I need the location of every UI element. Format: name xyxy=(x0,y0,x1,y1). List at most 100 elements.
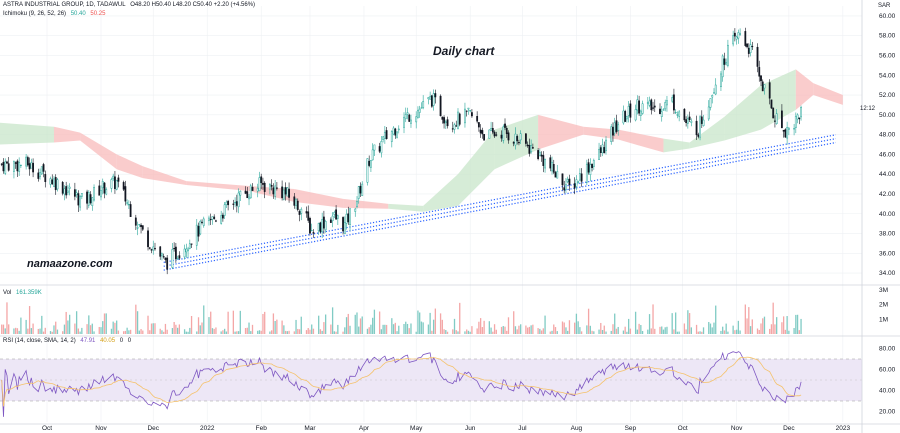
volume-bar xyxy=(727,331,729,334)
candle-body xyxy=(430,95,433,107)
volume-bar xyxy=(781,322,783,334)
volume-bar xyxy=(250,331,252,334)
volume-bar xyxy=(74,323,76,334)
time-tick-label: Oct xyxy=(678,425,688,432)
candle-body xyxy=(293,196,296,206)
volume-bar xyxy=(540,330,543,334)
volume-bar xyxy=(551,330,553,334)
candle-body xyxy=(30,162,33,169)
candle-body xyxy=(768,82,771,99)
volume-bar xyxy=(44,327,46,334)
volume-bar xyxy=(175,324,177,334)
volume-bar xyxy=(55,321,57,334)
price-tick-label: 40.00 xyxy=(879,211,896,218)
candle-body xyxy=(199,220,202,235)
candle-body xyxy=(488,129,491,139)
volume-bar xyxy=(751,319,753,334)
candle-body xyxy=(760,75,762,82)
candle-body xyxy=(166,257,169,270)
volume-bar xyxy=(598,329,600,334)
candle-body xyxy=(711,95,714,98)
candle-body xyxy=(244,190,247,194)
volume-bar xyxy=(223,328,226,334)
volume-bar xyxy=(149,330,151,334)
candle-body xyxy=(629,103,632,118)
candle-body xyxy=(134,217,137,226)
candle-body xyxy=(446,119,449,127)
volume-bar xyxy=(211,328,214,334)
price-tick-label: 48.00 xyxy=(879,132,896,139)
volume-bar xyxy=(56,329,59,334)
volume-bar xyxy=(488,321,490,334)
candle-body xyxy=(603,147,606,154)
candle-body xyxy=(800,106,802,118)
volume-bar xyxy=(260,330,262,334)
candle-body xyxy=(662,109,665,111)
candle-body xyxy=(347,213,350,223)
candle-body xyxy=(469,110,472,112)
time-tick-label: Dec xyxy=(783,425,795,432)
volume-bar xyxy=(330,324,332,334)
candle-body xyxy=(580,173,583,182)
candle-body xyxy=(763,84,766,89)
volume-bar xyxy=(81,327,83,334)
volume-bar xyxy=(1,324,3,334)
candle-body xyxy=(126,202,129,204)
candle-body xyxy=(403,116,405,128)
volume-bar xyxy=(372,317,374,334)
volume-bar xyxy=(661,326,663,334)
candle-body xyxy=(305,211,308,214)
candle-body xyxy=(14,162,17,164)
candle-body xyxy=(4,161,7,174)
candle-body xyxy=(721,55,724,78)
candle-body xyxy=(366,158,369,183)
candle-body xyxy=(786,127,789,139)
candle-body xyxy=(227,200,230,206)
volume-bar xyxy=(349,325,351,334)
candle-body xyxy=(695,120,698,136)
volume-bar xyxy=(116,320,118,334)
time-tick-label: Jul xyxy=(518,425,527,432)
candle-body xyxy=(439,95,442,117)
volume-bar xyxy=(140,329,142,334)
volume-bar xyxy=(459,302,461,334)
candle-body xyxy=(707,106,710,120)
candle-body xyxy=(0,163,3,165)
candle-body xyxy=(383,132,386,139)
candle-body xyxy=(739,33,742,35)
volume-bar xyxy=(525,325,527,334)
volume-bar xyxy=(627,318,630,334)
volume-bar xyxy=(227,311,229,334)
candle-body xyxy=(300,208,303,214)
volume-tick-label: 2M xyxy=(879,302,888,309)
volume-bar xyxy=(711,327,713,334)
candle-body xyxy=(234,202,236,204)
candle-body xyxy=(164,257,167,260)
volume-bar xyxy=(159,328,161,334)
volume-bar xyxy=(251,324,254,334)
candle-body xyxy=(507,132,510,141)
candle-body xyxy=(538,151,541,157)
volume-bar xyxy=(298,329,301,334)
volume-bar xyxy=(215,327,217,334)
candle-body xyxy=(25,156,28,167)
volume-bar xyxy=(603,325,605,334)
volume-bar xyxy=(246,327,248,334)
candle-body xyxy=(540,154,543,157)
volume-bar xyxy=(735,329,738,334)
volume-bar xyxy=(419,312,421,334)
volume-bar xyxy=(142,330,144,334)
volume-bar xyxy=(391,318,393,334)
volume-bar xyxy=(93,331,95,334)
candle-body xyxy=(232,203,235,205)
candle-body xyxy=(54,177,57,191)
volume-bar xyxy=(539,328,541,334)
candle-body xyxy=(394,128,397,136)
candle-body xyxy=(262,183,264,185)
trend-line xyxy=(163,138,836,267)
candle-body xyxy=(636,99,639,111)
candle-body xyxy=(709,98,712,108)
candle-body xyxy=(51,179,54,185)
volume-bar xyxy=(652,304,654,334)
volume-bar xyxy=(675,312,677,334)
